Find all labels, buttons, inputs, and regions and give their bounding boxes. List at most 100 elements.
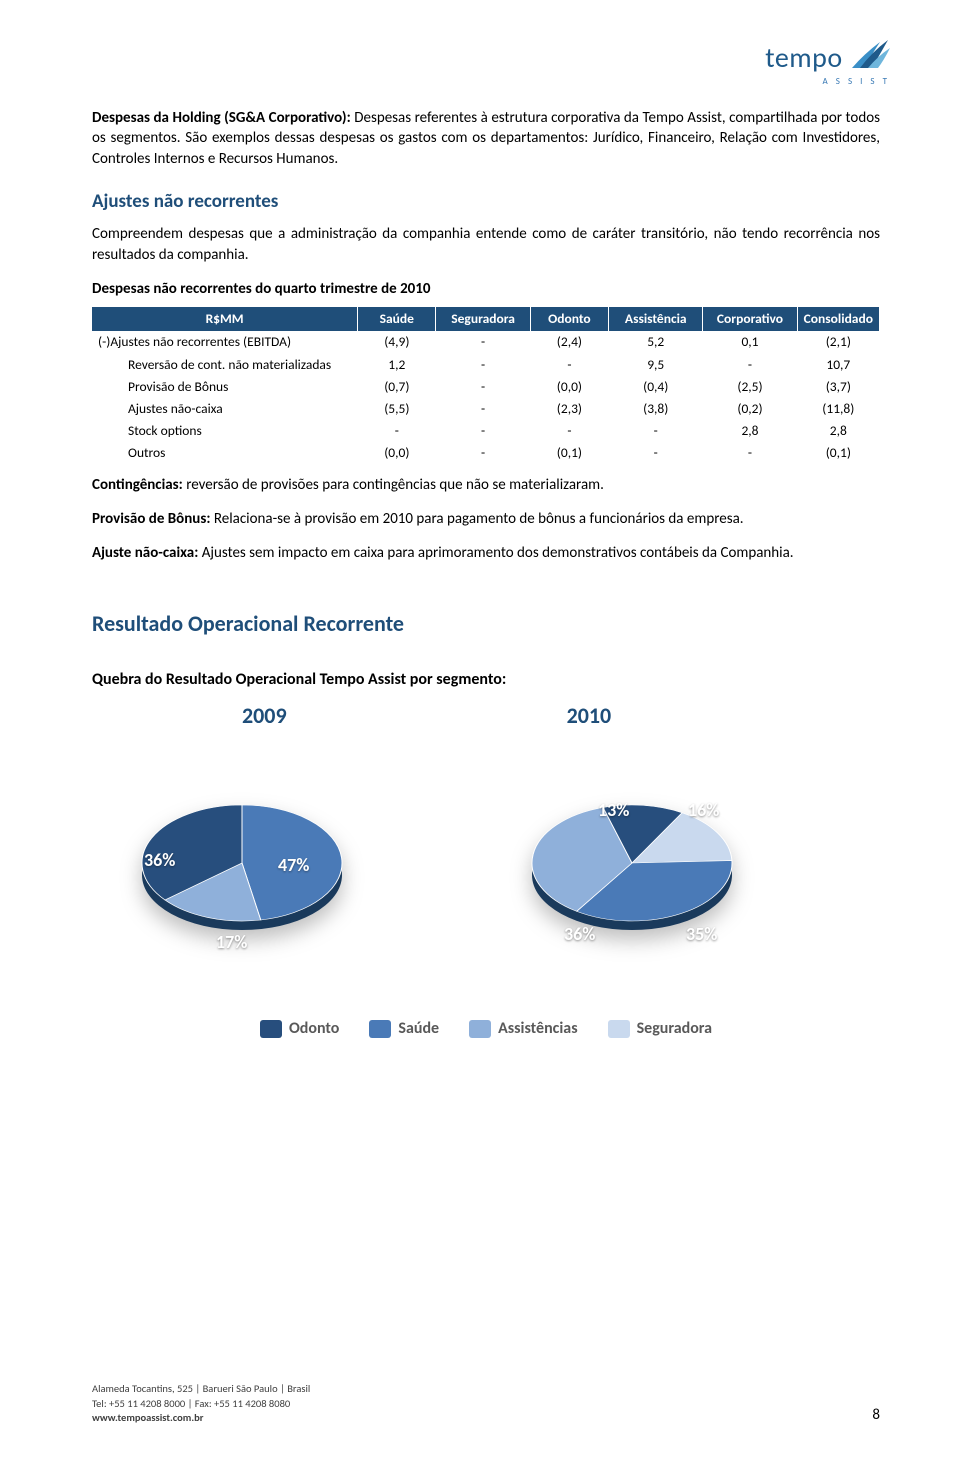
pie-slice-label: 36% <box>564 922 595 946</box>
legend-label: Assistências <box>498 1018 578 1040</box>
pie-slice-label: 35% <box>686 922 717 946</box>
table-cell: Outros <box>92 442 358 464</box>
legend-swatch <box>369 1020 391 1038</box>
table-row: Stock options----2,82,8 <box>92 420 880 442</box>
table-row: Reversão de cont. não materializadas1,2-… <box>92 354 880 376</box>
contingencias-lead: Contingências: <box>92 476 186 494</box>
despesas-holding-lead: Despesas da Holding (SG&A Corporativo): <box>92 109 354 127</box>
paragraph-despesas-holding: Despesas da Holding (SG&A Corporativo): … <box>92 108 880 169</box>
table-row: Ajustes não-caixa(5,5)-(2,3)(3,8)(0,2)(1… <box>92 398 880 420</box>
pie-slice-label: 16% <box>688 798 719 822</box>
table-cell: (0,4) <box>609 376 703 398</box>
table-row: Provisão de Bônus(0,7)-(0,0)(0,4)(2,5)(3… <box>92 376 880 398</box>
table-row: Outros(0,0)-(0,1)--(0,1) <box>92 442 880 464</box>
contingencias-body: reversão de provisões para contingências… <box>186 476 604 494</box>
table-cell: (4,9) <box>358 331 436 353</box>
table-cell: - <box>609 442 703 464</box>
pie-slice-label: 17% <box>216 930 247 954</box>
year-label-2009: 2009 <box>242 701 287 731</box>
legend-swatch <box>260 1020 282 1038</box>
table-cell: - <box>436 442 530 464</box>
table-cell: (0,2) <box>703 398 797 420</box>
table-header: Odonto <box>530 307 608 331</box>
pie-slice-label: 47% <box>278 853 309 877</box>
footer-line2: Tel: +55 11 4208 8000 | Fax: +55 11 4208… <box>92 1397 310 1411</box>
legend-item: Seguradora <box>608 1018 712 1040</box>
table-cell: Ajustes não-caixa <box>92 398 358 420</box>
table-cell: - <box>436 376 530 398</box>
footer-line1: Alameda Tocantins, 525 | Barueri São Pau… <box>92 1382 310 1396</box>
legend-label: Seguradora <box>637 1018 712 1040</box>
table-cell: (2,5) <box>703 376 797 398</box>
charts-row: 47% 17% 36% 16% 35% 36% 13% <box>92 748 880 988</box>
year-label-2010: 2010 <box>567 701 612 731</box>
table-cell: - <box>703 354 797 376</box>
legend-swatch <box>608 1020 630 1038</box>
table-cell: - <box>609 420 703 442</box>
table-cell: 2,8 <box>703 420 797 442</box>
provisao-lead: Provisão de Bônus: <box>92 510 214 528</box>
table-cell: - <box>436 331 530 353</box>
table-cell: - <box>703 442 797 464</box>
pie-slice-label: 13% <box>598 798 629 822</box>
paragraph-ajustes: Compreendem despesas que a administração… <box>92 224 880 265</box>
table-cell: - <box>436 354 530 376</box>
table-cell: (-)Ajustes não recorrentes (EBITDA) <box>92 331 358 353</box>
table-cell: 9,5 <box>609 354 703 376</box>
table-cell: (3,8) <box>609 398 703 420</box>
ajuste-body: Ajustes sem impacto em caixa para aprimo… <box>202 544 794 562</box>
page-footer: Alameda Tocantins, 525 | Barueri São Pau… <box>92 1382 880 1425</box>
table-cell: 2,8 <box>797 420 879 442</box>
years-row: 2009 2010 <box>92 701 880 731</box>
legend-item: Assistências <box>469 1018 578 1040</box>
table-cell: - <box>530 420 608 442</box>
provisao-body: Relaciona-se à provisão em 2010 para pag… <box>214 510 744 528</box>
pie-chart-2009: 47% 17% 36% <box>112 748 412 988</box>
heading-resultado-operacional: Resultado Operacional Recorrente <box>92 609 880 639</box>
brand-subtitle: A S S I S T <box>765 76 890 88</box>
paragraph-contingencias: Contingências: reversão de provisões par… <box>92 475 880 495</box>
chart-title: Quebra do Resultado Operacional Tempo As… <box>92 669 880 691</box>
table-cell: (0,7) <box>358 376 436 398</box>
table-cell: (2,1) <box>797 331 879 353</box>
footer-website-link[interactable]: www.tempoassist.com.br <box>92 1411 204 1424</box>
table-cell: - <box>358 420 436 442</box>
legend-label: Saúde <box>398 1018 439 1040</box>
table-cell: (2,3) <box>530 398 608 420</box>
footer-address: Alameda Tocantins, 525 | Barueri São Pau… <box>92 1382 310 1425</box>
table-cell: Stock options <box>92 420 358 442</box>
page-number: 8 <box>872 1405 880 1425</box>
table-cell: 0,1 <box>703 331 797 353</box>
legend-item: Saúde <box>369 1018 439 1040</box>
pie-chart-2010: 16% 35% 36% 13% <box>502 748 802 988</box>
table-header: Assistência <box>609 307 703 331</box>
heading-ajustes: Ajustes não recorrentes <box>92 189 880 215</box>
brand-mark-icon <box>850 38 890 78</box>
table-cell: 1,2 <box>358 354 436 376</box>
table-cell: (0,1) <box>530 442 608 464</box>
table-cell: (0,0) <box>358 442 436 464</box>
chart-legend: Odonto Saúde Assistências Seguradora <box>92 1018 880 1040</box>
table-cell: - <box>436 420 530 442</box>
legend-item: Odonto <box>260 1018 339 1040</box>
table-cell: (11,8) <box>797 398 879 420</box>
table-cell: 5,2 <box>609 331 703 353</box>
table-header: R$MM <box>92 307 358 331</box>
table-row: (-)Ajustes não recorrentes (EBITDA)(4,9)… <box>92 331 880 353</box>
brand-name: tempo <box>765 39 842 77</box>
table-header: Corporativo <box>703 307 797 331</box>
pie-slice-label: 36% <box>144 848 175 872</box>
table-cell: (5,5) <box>358 398 436 420</box>
legend-swatch <box>469 1020 491 1038</box>
table-cell: (0,0) <box>530 376 608 398</box>
table-cell: (3,7) <box>797 376 879 398</box>
legend-label: Odonto <box>289 1018 339 1040</box>
table-cell: (2,4) <box>530 331 608 353</box>
table-despesas-nao-recorrentes: R$MMSaúdeSeguradoraOdontoAssistênciaCorp… <box>92 307 880 465</box>
table-caption: Despesas não recorrentes do quarto trime… <box>92 279 880 299</box>
table-header: Consolidado <box>797 307 879 331</box>
table-cell: Reversão de cont. não materializadas <box>92 354 358 376</box>
table-cell: - <box>530 354 608 376</box>
table-cell: (0,1) <box>797 442 879 464</box>
table-cell: 10,7 <box>797 354 879 376</box>
